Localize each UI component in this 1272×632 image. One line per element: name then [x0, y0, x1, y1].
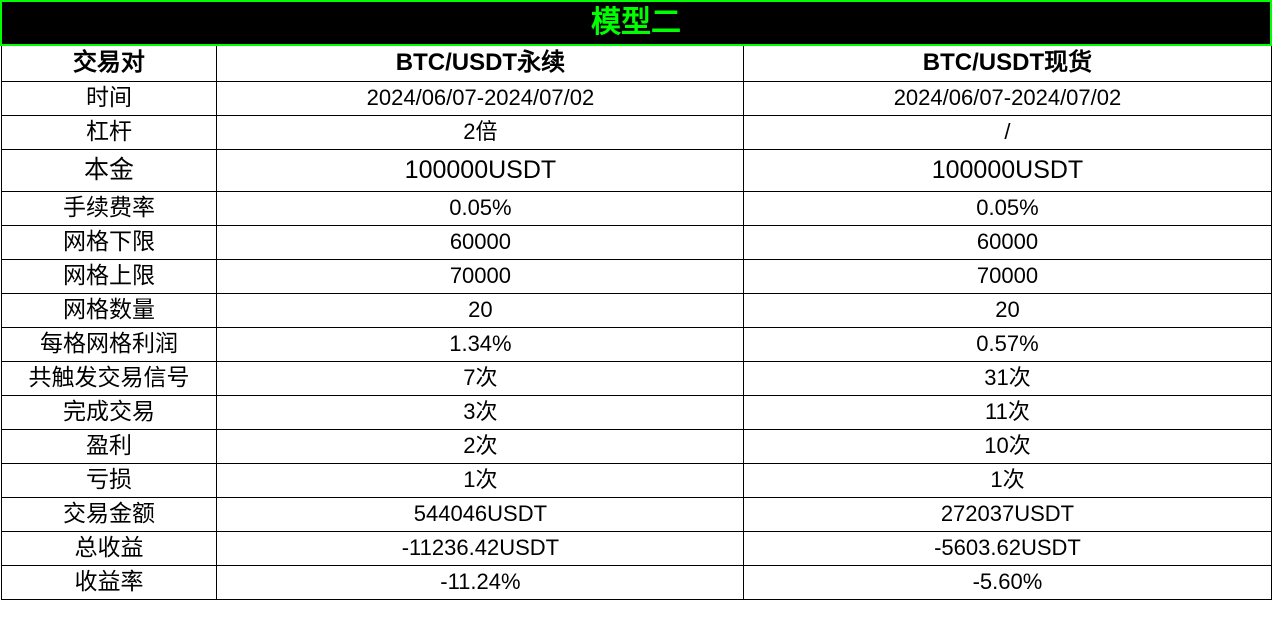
- table-row: 网格上限7000070000: [1, 259, 1271, 293]
- row-value-col1: 20: [217, 293, 744, 327]
- row-value-col1: 100000USDT: [217, 149, 744, 191]
- table-row: 共触发交易信号7次31次: [1, 361, 1271, 395]
- row-label: 盈利: [1, 429, 217, 463]
- row-label: 杠杆: [1, 115, 217, 149]
- row-label: 亏损: [1, 463, 217, 497]
- row-value-col1: 544046USDT: [217, 497, 744, 531]
- row-label: 网格数量: [1, 293, 217, 327]
- row-value-col2: 10次: [744, 429, 1271, 463]
- row-label: 共触发交易信号: [1, 361, 217, 395]
- table-row: 每格网格利润1.34%0.57%: [1, 327, 1271, 361]
- row-value-col1: -11236.42USDT: [217, 531, 744, 565]
- row-value-col1: 2次: [217, 429, 744, 463]
- table-row: 时间2024/06/07-2024/07/022024/06/07-2024/0…: [1, 81, 1271, 115]
- table-wrapper: 模型二 交易对 BTC/USDT永续 BTC/USDT现货 时间2024/06/…: [0, 0, 1272, 600]
- row-label: 网格上限: [1, 259, 217, 293]
- table-row: 完成交易3次11次: [1, 395, 1271, 429]
- header-label: 交易对: [1, 45, 217, 81]
- row-value-col1: 70000: [217, 259, 744, 293]
- row-value-col2: -5603.62USDT: [744, 531, 1271, 565]
- header-col-1: BTC/USDT永续: [217, 45, 744, 81]
- row-value-col1: 2024/06/07-2024/07/02: [217, 81, 744, 115]
- row-value-col1: -11.24%: [217, 565, 744, 599]
- row-value-col1: 7次: [217, 361, 744, 395]
- row-value-col2: 1次: [744, 463, 1271, 497]
- table-row: 亏损1次1次: [1, 463, 1271, 497]
- row-value-col1: 2倍: [217, 115, 744, 149]
- header-col-2: BTC/USDT现货: [744, 45, 1271, 81]
- row-value-col2: 20: [744, 293, 1271, 327]
- row-label: 总收益: [1, 531, 217, 565]
- table-row: 网格数量2020: [1, 293, 1271, 327]
- row-label: 网格下限: [1, 225, 217, 259]
- row-value-col2: 60000: [744, 225, 1271, 259]
- table-row: 本金100000USDT100000USDT: [1, 149, 1271, 191]
- row-value-col2: 0.57%: [744, 327, 1271, 361]
- row-label: 每格网格利润: [1, 327, 217, 361]
- row-label: 交易金额: [1, 497, 217, 531]
- row-value-col2: /: [744, 115, 1271, 149]
- row-value-col2: -5.60%: [744, 565, 1271, 599]
- table-row: 手续费率0.05%0.05%: [1, 191, 1271, 225]
- row-value-col2: 70000: [744, 259, 1271, 293]
- title-row: 模型二: [1, 1, 1271, 45]
- row-value-col1: 60000: [217, 225, 744, 259]
- row-value-col1: 3次: [217, 395, 744, 429]
- row-label: 手续费率: [1, 191, 217, 225]
- row-value-col1: 0.05%: [217, 191, 744, 225]
- table-row: 杠杆2倍/: [1, 115, 1271, 149]
- row-value-col2: 31次: [744, 361, 1271, 395]
- table-row: 收益率-11.24%-5.60%: [1, 565, 1271, 599]
- row-label: 时间: [1, 81, 217, 115]
- table-row: 网格下限6000060000: [1, 225, 1271, 259]
- row-value-col2: 0.05%: [744, 191, 1271, 225]
- table-row: 交易金额544046USDT272037USDT: [1, 497, 1271, 531]
- row-label: 完成交易: [1, 395, 217, 429]
- table-row: 盈利2次10次: [1, 429, 1271, 463]
- row-value-col2: 11次: [744, 395, 1271, 429]
- table-row: 总收益-11236.42USDT-5603.62USDT: [1, 531, 1271, 565]
- header-row: 交易对 BTC/USDT永续 BTC/USDT现货: [1, 45, 1271, 81]
- row-value-col2: 100000USDT: [744, 149, 1271, 191]
- row-value-col1: 1次: [217, 463, 744, 497]
- comparison-table: 模型二 交易对 BTC/USDT永续 BTC/USDT现货 时间2024/06/…: [0, 0, 1272, 600]
- row-value-col1: 1.34%: [217, 327, 744, 361]
- table-title: 模型二: [1, 1, 1271, 45]
- row-label: 本金: [1, 149, 217, 191]
- row-label: 收益率: [1, 565, 217, 599]
- row-value-col2: 2024/06/07-2024/07/02: [744, 81, 1271, 115]
- row-value-col2: 272037USDT: [744, 497, 1271, 531]
